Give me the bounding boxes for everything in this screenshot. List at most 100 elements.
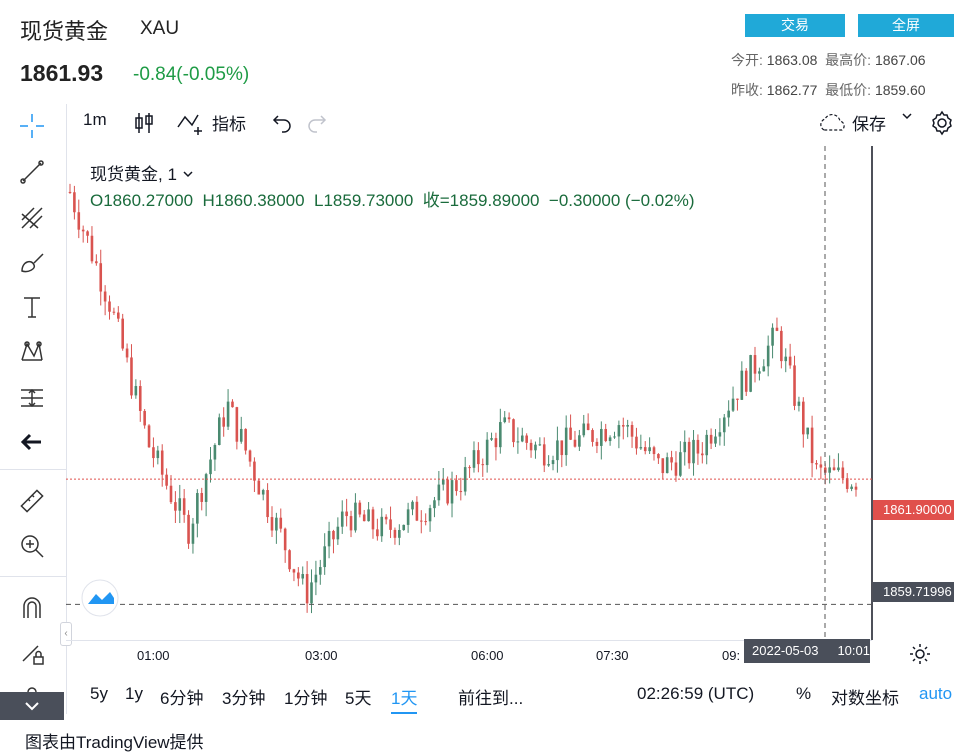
fullscreen-button[interactable]: 全屏	[858, 14, 954, 37]
range-1y[interactable]: 1y	[125, 684, 143, 703]
range-5d[interactable]: 5天	[345, 689, 372, 708]
candle-body	[749, 355, 752, 392]
page-title: 现货黄金	[20, 19, 109, 44]
candle-body	[130, 357, 133, 396]
range-1d[interactable]: 1天	[391, 684, 418, 714]
candle-body	[714, 436, 717, 444]
candle-body	[73, 192, 76, 213]
candle-body	[349, 516, 353, 531]
legend-symbol: 现货黄金, 1	[90, 165, 177, 184]
candle-body	[512, 419, 515, 443]
candle-body	[217, 417, 221, 446]
candle-style-icon[interactable]	[131, 110, 157, 136]
zoom-in-icon[interactable]	[14, 530, 50, 562]
candle-body	[718, 432, 722, 437]
lock-drawing-icon[interactable]	[14, 637, 50, 669]
candle-body	[845, 478, 849, 489]
candle-body	[108, 301, 111, 312]
candle-body	[573, 439, 577, 447]
candle-body	[200, 493, 204, 502]
candle-body	[485, 439, 489, 466]
candle-body	[595, 441, 599, 446]
trend-line-icon[interactable]	[14, 156, 50, 188]
pitchfork-icon[interactable]	[14, 202, 50, 234]
range-1min[interactable]: 1分钟	[284, 689, 328, 708]
log-scale-toggle[interactable]: 对数坐标	[831, 689, 899, 708]
interval-button[interactable]: 1m	[83, 110, 107, 129]
candle-body	[248, 450, 252, 462]
candle-body	[160, 450, 164, 475]
redo-icon[interactable]	[305, 110, 329, 134]
candle-body	[775, 327, 779, 331]
candle-body	[837, 467, 840, 471]
chevron-down-icon[interactable]	[901, 110, 913, 122]
candle-body	[310, 582, 313, 604]
candle-body	[68, 191, 72, 193]
candle-body	[121, 318, 124, 349]
candle-body	[257, 480, 261, 495]
range-3min[interactable]: 3分钟	[222, 689, 266, 708]
candle-body	[815, 463, 818, 465]
candle-body	[608, 437, 612, 442]
candle-body	[652, 447, 656, 455]
candle-body	[797, 401, 801, 406]
save-button[interactable]: 保存	[816, 110, 886, 135]
candle-body	[586, 423, 590, 431]
candle-body	[771, 327, 774, 346]
indicators-icon	[177, 114, 202, 135]
indicators-label: 指标	[212, 115, 246, 134]
price-chart[interactable]	[66, 146, 954, 640]
low-value: 1859.60	[874, 82, 926, 98]
tradingview-credit[interactable]: 图表由TradingView提供	[25, 733, 204, 752]
candle-body	[393, 529, 397, 538]
candle-body	[802, 401, 805, 435]
range-5y[interactable]: 5y	[90, 684, 108, 703]
candle-body	[806, 427, 809, 435]
candle-body	[578, 435, 581, 447]
measure-range-icon[interactable]	[14, 382, 50, 414]
candle-body	[376, 529, 379, 537]
candle-body	[305, 574, 309, 604]
candle-body	[143, 410, 146, 426]
candle-body	[336, 526, 340, 540]
candle-body	[705, 434, 709, 456]
collapse-panel-button[interactable]	[0, 692, 64, 720]
candle-body	[850, 486, 853, 489]
goto-date-button[interactable]: 前往到...	[458, 689, 524, 708]
candle-body	[679, 452, 682, 476]
range-6min[interactable]: 6分钟	[160, 689, 204, 708]
candle-body	[626, 425, 629, 427]
settings-gear-icon[interactable]	[929, 110, 954, 136]
candle-body	[358, 502, 362, 515]
percent-scale-toggle[interactable]: %	[796, 684, 812, 703]
candle-body	[428, 508, 432, 522]
pattern-icon[interactable]	[14, 336, 50, 368]
text-tool-icon[interactable]	[14, 291, 50, 323]
back-arrow-icon[interactable]	[14, 426, 50, 458]
undo-icon[interactable]	[270, 110, 294, 134]
utc-clock[interactable]: 02:26:59 (UTC)	[637, 684, 755, 703]
legend-title[interactable]: 现货黄金, 1	[90, 160, 194, 185]
candle-body	[762, 366, 766, 372]
candle-body	[332, 530, 335, 540]
candle-body	[784, 356, 788, 362]
candle-body	[507, 417, 511, 420]
candle-body	[617, 425, 621, 437]
candle-body	[692, 439, 695, 464]
brush-icon[interactable]	[14, 247, 50, 279]
candle-body	[231, 401, 234, 408]
magnet-icon[interactable]	[14, 592, 50, 624]
axis-settings-icon[interactable]	[909, 643, 931, 670]
candle-body	[630, 425, 634, 437]
crosshair-icon[interactable]	[14, 110, 50, 142]
auto-scale-toggle[interactable]: auto	[919, 684, 953, 703]
candle-body	[753, 355, 757, 374]
candle-body	[516, 441, 520, 443]
indicators-button[interactable]: 指标	[176, 110, 246, 135]
candle-body	[819, 464, 823, 468]
trade-button[interactable]: 交易	[745, 14, 845, 37]
candle-body	[178, 498, 182, 511]
candle-body	[86, 231, 89, 236]
candle-body	[279, 517, 283, 529]
ruler-icon[interactable]	[14, 485, 50, 517]
